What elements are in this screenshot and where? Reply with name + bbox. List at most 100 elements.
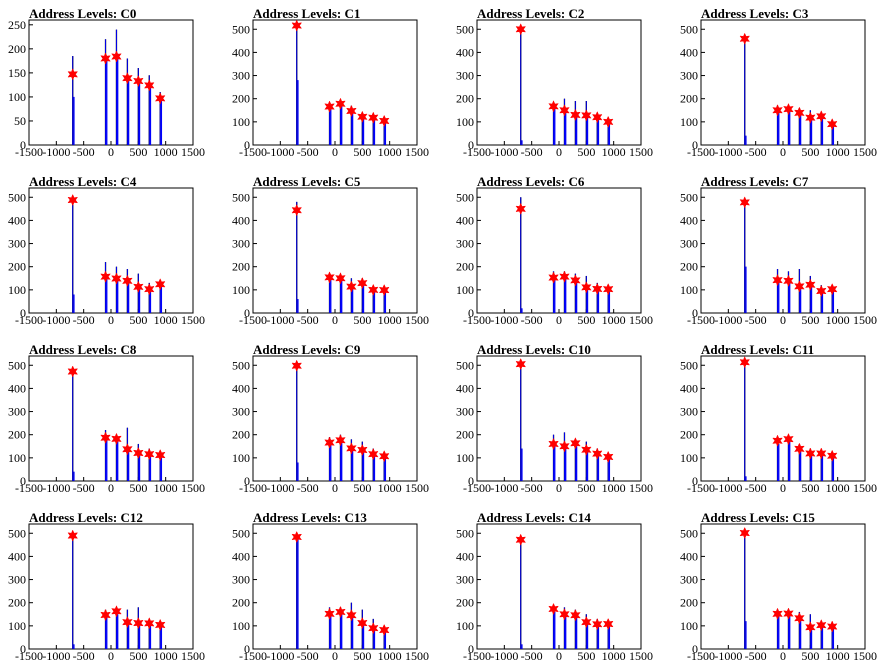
y-tick-label: 200 (8, 596, 26, 610)
x-tick-label: 500 (129, 313, 147, 327)
peak-marker-star (591, 282, 603, 296)
peak-marker-star (133, 616, 144, 630)
x-tick-label: -500 (297, 481, 319, 495)
x-tick-label: -1500 (15, 481, 43, 495)
peak-marker-star (143, 283, 155, 296)
peak-marker-star (133, 280, 144, 293)
y-tick-label: 0 (20, 306, 26, 320)
x-tick-label: 500 (577, 145, 595, 159)
peak-marker-star (291, 530, 303, 544)
y-tick-label: 300 (8, 405, 26, 419)
chart-title: Address Levels: C13 (253, 510, 367, 525)
peak-marker-star (111, 432, 122, 446)
x-tick-label: -500 (521, 313, 543, 327)
peak-marker-star (100, 52, 111, 65)
plot-frame (700, 355, 866, 482)
x-tick-label: -1000 (266, 481, 294, 495)
plot-frame (700, 523, 866, 650)
peak-marker-star (67, 68, 79, 81)
y-tick-label: 300 (680, 69, 698, 83)
chart-panel: Address Levels: C30100200300400500-1500-… (680, 6, 877, 159)
peak-marker-star (794, 106, 805, 119)
x-tick-label: -500 (521, 145, 543, 159)
peak-marker-star (739, 356, 751, 369)
peak-marker-star (367, 622, 379, 635)
y-tick-label: 300 (680, 573, 698, 587)
y-tick-label: 0 (20, 138, 26, 152)
chart-panel: Address Levels: C60100200300400500-1500-… (456, 174, 653, 327)
peak-marker-star (805, 278, 816, 291)
peak-marker-star (805, 621, 816, 634)
peak-marker-star (602, 617, 614, 631)
peak-marker-star (100, 270, 111, 283)
y-tick-label: 0 (468, 642, 474, 656)
y-tick-label: 500 (456, 22, 474, 36)
y-tick-label: 200 (680, 92, 698, 106)
chart-panel: Address Levels: C70100200300400500-1500-… (680, 174, 877, 327)
x-tick-label: 1000 (378, 145, 402, 159)
plot-frame (252, 355, 418, 482)
chart-title: Address Levels: C5 (253, 174, 361, 189)
chart-panel: Address Levels: C20100200300400500-1500-… (456, 6, 653, 159)
peak-marker-star (346, 609, 357, 622)
peak-marker-star (602, 450, 614, 464)
peak-marker-star (591, 111, 603, 124)
x-tick-label: -1500 (463, 313, 491, 327)
peak-marker-star (815, 284, 827, 298)
peak-marker-star (143, 447, 155, 461)
peak-marker-star (367, 283, 379, 297)
y-tick-label: 100 (680, 619, 698, 633)
peak-marker-star (357, 616, 368, 630)
x-tick-label: 1500 (405, 481, 429, 495)
x-tick-label: -500 (521, 481, 543, 495)
y-tick-label: 0 (20, 474, 26, 488)
x-tick-label: -1500 (463, 649, 491, 663)
peak-marker-star (133, 74, 144, 88)
x-tick-label: -500 (745, 313, 767, 327)
peak-marker-star (367, 111, 379, 124)
peak-marker-star (515, 533, 527, 546)
peak-marker-star (324, 271, 335, 284)
peak-marker-star (570, 274, 581, 287)
y-tick-label: 500 (680, 358, 698, 372)
peak-marker-star (826, 118, 838, 131)
chart-panel: Address Levels: C50100200300400500-1500-… (232, 174, 429, 327)
x-tick-label: 1500 (629, 649, 653, 663)
peak-marker-star (581, 443, 592, 456)
peak-marker-star (111, 50, 122, 63)
chart-title: Address Levels: C2 (477, 6, 584, 21)
x-tick-label: 0 (332, 313, 338, 327)
y-tick-label: 400 (8, 549, 26, 563)
peak-marker-star (805, 111, 816, 124)
plot-frame (476, 355, 642, 482)
y-tick-label: 400 (456, 45, 474, 59)
chart-panel: Address Levels: C40100200300400500-1500-… (8, 174, 205, 327)
x-tick-label: 500 (801, 481, 819, 495)
chart-title: Address Levels: C11 (701, 342, 814, 357)
y-tick-label: 300 (456, 69, 474, 83)
x-tick-label: 500 (577, 313, 595, 327)
chart-panel: Address Levels: C10100200300400500-1500-… (232, 6, 429, 159)
y-tick-label: 300 (232, 573, 250, 587)
x-tick-label: 0 (108, 649, 114, 663)
peak-marker-star (570, 108, 581, 122)
x-tick-label: 500 (577, 481, 595, 495)
chart-title: Address Levels: C7 (701, 174, 809, 189)
x-tick-label: -1500 (687, 481, 715, 495)
y-tick-label: 500 (680, 22, 698, 36)
peak-marker-star (378, 114, 390, 128)
y-tick-label: 0 (244, 138, 250, 152)
peak-marker-star (739, 32, 751, 45)
y-tick-label: 500 (8, 526, 26, 540)
y-tick-label: 400 (680, 45, 698, 59)
x-tick-label: -1500 (239, 145, 267, 159)
y-tick-label: 400 (456, 549, 474, 563)
peak-marker-star (783, 607, 794, 620)
peak-marker-star (378, 623, 390, 637)
chart-panel: Address Levels: C15 0 100 200 300 400 500 -1500… (680, 510, 877, 663)
peak-marker-star (346, 280, 357, 293)
y-tick-label: 400 (8, 381, 26, 395)
peak-marker-star (335, 605, 346, 619)
y-tick-label: 400 (680, 549, 698, 563)
y-tick-label: 300 (456, 573, 474, 587)
